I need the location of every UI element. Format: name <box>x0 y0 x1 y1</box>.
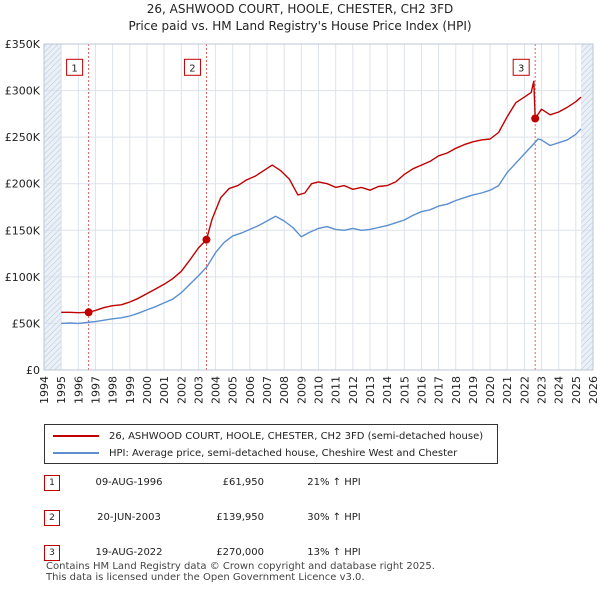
legend-entry-hpi: HPI: Average price, semi-detached house,… <box>53 446 457 460</box>
x-tick-label: 2009 <box>295 376 308 404</box>
price-chart: £0 £50K £100K £150K £200K £250K £300K £350K 1994… <box>5 38 600 404</box>
x-tick-label: 2014 <box>381 376 394 404</box>
x-tick-label: 1998 <box>107 376 120 404</box>
x-tick-label: 1994 <box>38 376 51 404</box>
legend-label-hpi: HPI: Average price, semi-detached house,… <box>109 447 458 459</box>
sale-price: £270,000 <box>216 547 264 558</box>
sale-row: 2 20-JUN-2003 £139,950 30% ↑ HPI <box>44 507 464 542</box>
sale-marker-box <box>66 58 84 76</box>
sale-hpi-change: 30% ↑ HPI <box>307 512 361 523</box>
y-tick-label: £0 <box>26 364 40 377</box>
plot-frame <box>43 43 594 371</box>
y-tick-label: £200K <box>5 178 41 191</box>
x-tick-label: 1996 <box>72 376 85 404</box>
legend-swatch-property <box>53 435 99 437</box>
chart-title: 26, ASHWOOD COURT, HOOLE, CHESTER, CH2 3… <box>146 2 454 16</box>
x-tick-label: 2007 <box>261 376 274 404</box>
sale-row: 3 19-AUG-2022 £270,000 13% ↑ HPI <box>44 542 464 577</box>
x-tick-label: 2015 <box>398 376 411 404</box>
x-tick-label: 2020 <box>484 376 497 404</box>
x-tick-label: 2021 <box>501 376 514 404</box>
x-tick-label: 2022 <box>518 376 531 404</box>
sale-marker-label: 1 <box>71 63 77 74</box>
sale-price: £139,950 <box>216 512 264 523</box>
y-tick-label: £150K <box>5 224 41 237</box>
x-tick-label: 2013 <box>364 376 377 404</box>
sale-number-badge: 3 <box>44 545 60 561</box>
footer-copyright: Contains HM Land Registry data © Crown c… <box>46 561 435 572</box>
sale-marker-box <box>512 58 530 76</box>
x-tick-label: 2005 <box>227 376 240 404</box>
sale-row: 1 09-AUG-1996 £61,950 21% ↑ HPI <box>44 472 464 507</box>
x-tick-label: 2016 <box>415 376 428 404</box>
sale-date: 09-AUG-1996 <box>95 477 163 488</box>
y-tick-label: £350K <box>5 38 41 51</box>
pre-data-hatch <box>44 44 62 370</box>
x-tick-label: 2023 <box>536 376 549 404</box>
x-tick-label: 2002 <box>175 376 188 404</box>
legend-entry-property: 26, ASHWOOD COURT, HOOLE, CHESTER, CH2 3… <box>53 429 483 443</box>
x-tick-label: 2000 <box>141 376 154 404</box>
hpi-line <box>61 128 582 325</box>
legend-label-property: 26, ASHWOOD COURT, HOOLE, CHESTER, CH2 3… <box>109 430 484 442</box>
legend-swatch-hpi <box>53 452 99 454</box>
x-tick-label: 1995 <box>55 376 68 404</box>
x-tick-label: 2019 <box>467 376 480 404</box>
sale-date: 20-JUN-2003 <box>97 512 161 523</box>
x-tick-label: 2026 <box>587 376 600 404</box>
y-tick-label: £250K <box>5 131 41 144</box>
sale-point <box>531 114 540 123</box>
y-tick-label: £50K <box>12 317 41 330</box>
chart-subtitle: Price paid vs. HM Land Registry's House … <box>128 19 472 33</box>
x-tick-label: 1999 <box>124 376 137 404</box>
x-tick-label: 2018 <box>450 376 463 404</box>
post-data-hatch <box>580 44 593 370</box>
footer-licence: This data is licensed under the Open Gov… <box>46 572 365 583</box>
sale-marker-label: 2 <box>189 63 195 74</box>
sales-table: 1 09-AUG-1996 £61,950 21% ↑ HPI 2 20-JUN… <box>44 472 464 577</box>
x-tick-label: 1997 <box>89 376 102 404</box>
x-tick-label: 2024 <box>553 376 566 404</box>
footer: Contains HM Land Registry data © Crown c… <box>46 561 435 583</box>
sale-point <box>84 308 93 317</box>
sale-hpi-change: 13% ↑ HPI <box>307 547 361 558</box>
x-tick-label: 2006 <box>244 376 257 404</box>
sale-marker-label: 3 <box>518 63 524 74</box>
property-price-line <box>61 80 582 314</box>
x-tick-label: 2012 <box>347 376 360 404</box>
x-tick-label: 2017 <box>433 376 446 404</box>
x-tick-label: 2004 <box>210 376 223 404</box>
y-tick-label: £300K <box>5 85 41 98</box>
sale-price: £61,950 <box>222 477 264 488</box>
x-tick-label: 2003 <box>192 376 205 404</box>
sale-marker-box <box>183 58 201 76</box>
sale-number-badge: 1 <box>44 475 60 491</box>
legend: 26, ASHWOOD COURT, HOOLE, CHESTER, CH2 3… <box>44 424 498 464</box>
x-tick-label: 2011 <box>330 376 343 404</box>
data-period-area <box>61 44 581 370</box>
x-tick-label: 2008 <box>278 376 291 404</box>
x-tick-label: 2001 <box>158 376 171 404</box>
sale-number-badge: 2 <box>44 510 60 526</box>
x-tick-label: 2010 <box>313 376 326 404</box>
sale-point <box>202 235 211 244</box>
x-tick-label: 2025 <box>570 376 583 404</box>
sale-date: 19-AUG-2022 <box>95 547 163 558</box>
y-tick-label: £100K <box>5 271 41 284</box>
sale-hpi-change: 21% ↑ HPI <box>307 477 361 488</box>
